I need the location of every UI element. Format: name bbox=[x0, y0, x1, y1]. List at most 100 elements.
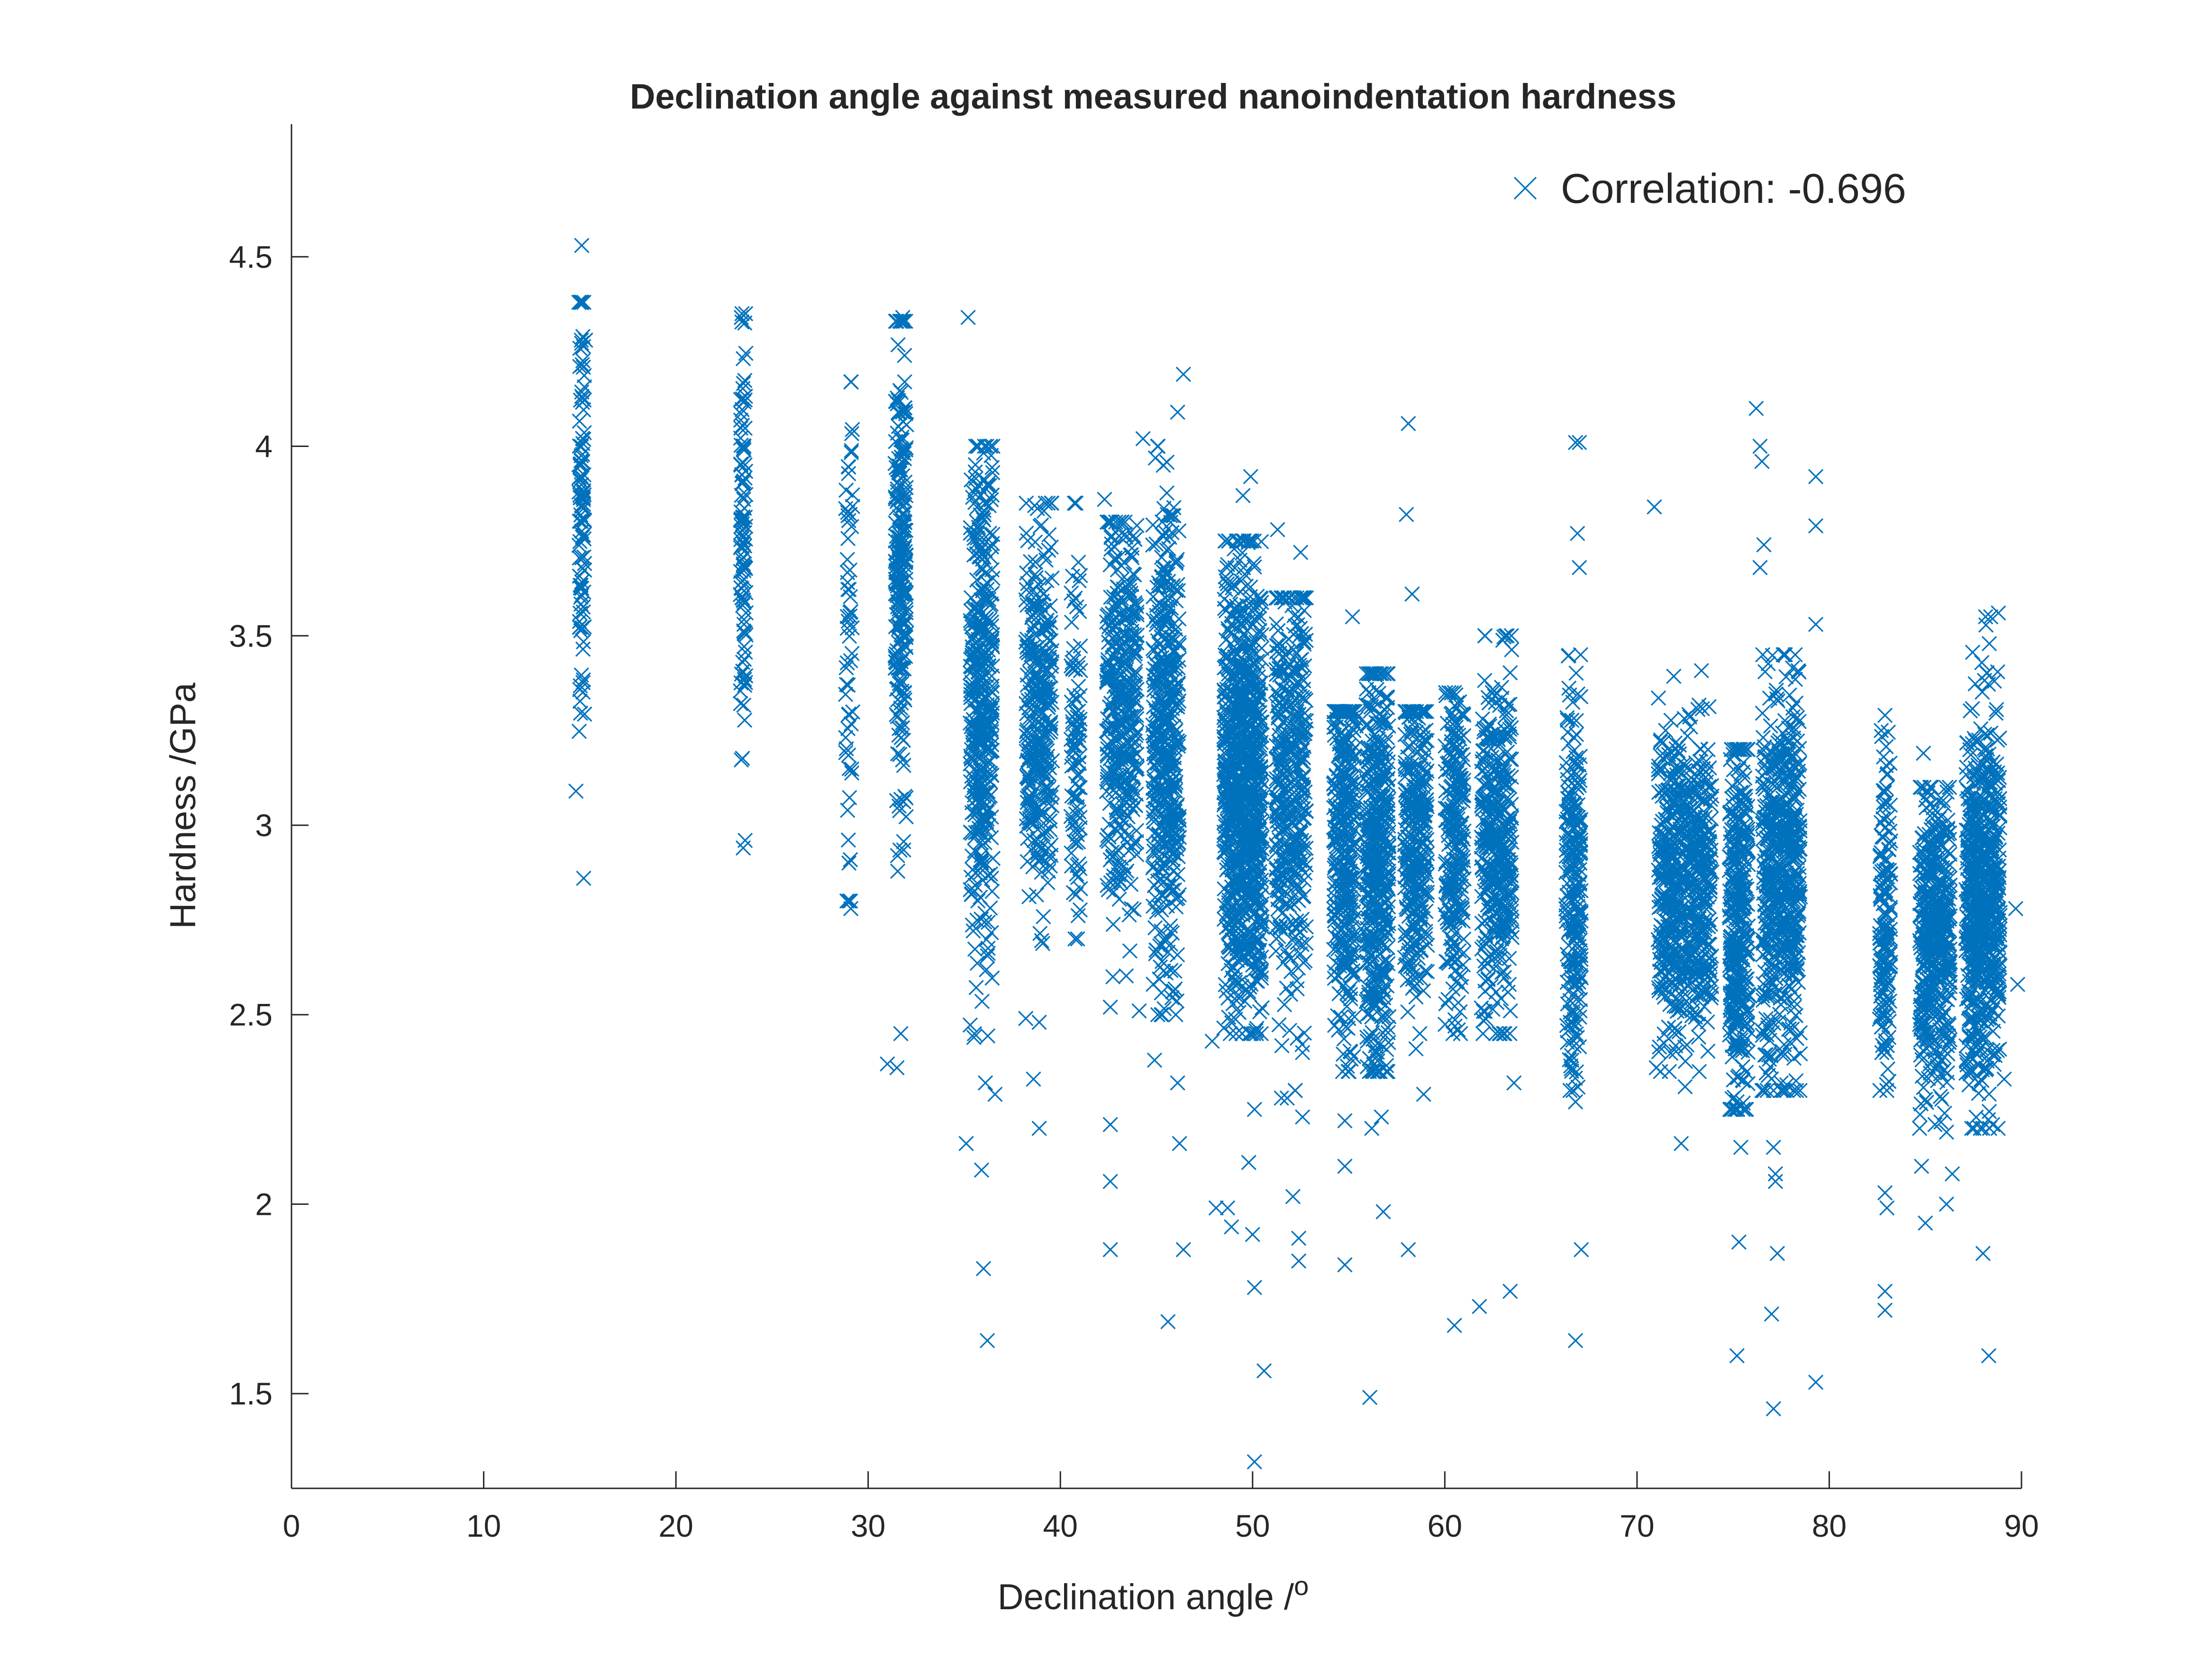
data-point bbox=[1022, 641, 1038, 657]
data-point bbox=[1065, 738, 1082, 754]
data-point bbox=[575, 641, 591, 657]
data-point bbox=[1246, 556, 1262, 572]
data-point bbox=[1107, 552, 1122, 568]
data-point bbox=[978, 608, 994, 623]
data-point bbox=[1027, 566, 1043, 583]
data-point bbox=[976, 445, 992, 461]
data-point bbox=[971, 522, 987, 538]
data-point bbox=[1038, 751, 1054, 767]
data-point bbox=[573, 294, 589, 310]
data-point bbox=[842, 589, 858, 605]
data-point bbox=[841, 761, 857, 776]
data-point bbox=[1029, 723, 1045, 738]
data-point bbox=[893, 313, 909, 329]
data-point bbox=[970, 704, 986, 720]
data-point bbox=[736, 592, 751, 608]
data-point bbox=[1068, 775, 1083, 792]
data-point bbox=[977, 835, 993, 850]
data-point bbox=[1024, 687, 1039, 702]
data-point bbox=[982, 598, 998, 613]
data-point bbox=[981, 818, 997, 834]
data-point bbox=[736, 438, 751, 454]
data-point bbox=[1379, 730, 1395, 746]
data-point bbox=[1475, 1026, 1491, 1041]
data-point bbox=[733, 511, 749, 527]
data-point bbox=[1071, 573, 1087, 589]
data-point bbox=[1068, 662, 1083, 677]
data-point bbox=[1067, 931, 1083, 947]
data-point bbox=[1274, 1038, 1290, 1054]
data-point bbox=[983, 870, 999, 886]
data-point bbox=[1073, 568, 1088, 583]
data-point bbox=[1154, 549, 1169, 565]
data-point bbox=[978, 651, 994, 667]
data-point bbox=[839, 893, 855, 909]
data-point bbox=[1118, 968, 1134, 984]
data-point bbox=[571, 723, 587, 739]
data-point bbox=[572, 693, 588, 709]
data-point bbox=[844, 646, 860, 661]
data-point bbox=[737, 538, 753, 554]
data-point bbox=[738, 519, 754, 534]
data-point bbox=[896, 690, 912, 706]
data-point bbox=[844, 426, 860, 441]
data-point bbox=[734, 467, 750, 483]
data-point bbox=[843, 445, 859, 461]
data-point bbox=[1068, 806, 1084, 822]
data-point bbox=[735, 418, 750, 433]
data-point bbox=[573, 705, 589, 721]
data-point bbox=[1063, 585, 1079, 601]
data-point bbox=[577, 706, 592, 722]
data-point bbox=[897, 684, 912, 701]
data-point bbox=[575, 454, 591, 470]
data-point bbox=[891, 451, 907, 466]
data-point bbox=[980, 478, 996, 494]
data-point bbox=[1025, 582, 1040, 597]
data-point bbox=[985, 438, 1001, 454]
data-point bbox=[888, 393, 903, 409]
data-point bbox=[896, 616, 911, 631]
data-point bbox=[574, 384, 590, 400]
data-point bbox=[970, 681, 986, 697]
data-point bbox=[1031, 656, 1047, 672]
data-point bbox=[572, 413, 587, 429]
data-point bbox=[841, 459, 856, 475]
data-point bbox=[893, 554, 909, 569]
data-point bbox=[1042, 813, 1058, 829]
data-point bbox=[981, 498, 997, 513]
data-point bbox=[574, 388, 590, 404]
data-point bbox=[574, 574, 590, 590]
data-point bbox=[1109, 802, 1125, 818]
data-point bbox=[892, 513, 908, 529]
data-point bbox=[576, 496, 592, 512]
data-point bbox=[895, 660, 910, 676]
data-point bbox=[1120, 828, 1136, 844]
data-point bbox=[844, 443, 859, 458]
data-point bbox=[1065, 568, 1081, 584]
data-point bbox=[1038, 754, 1055, 770]
data-point bbox=[574, 550, 590, 565]
data-point bbox=[892, 405, 908, 420]
data-point bbox=[895, 313, 910, 329]
data-point bbox=[893, 639, 909, 656]
data-point bbox=[839, 620, 855, 636]
data-point bbox=[890, 481, 905, 497]
data-point bbox=[1071, 756, 1087, 771]
data-point bbox=[571, 294, 587, 310]
data-point bbox=[840, 574, 856, 591]
data-point bbox=[1035, 679, 1051, 694]
data-point bbox=[898, 648, 913, 664]
data-point bbox=[1043, 837, 1059, 853]
data-point bbox=[573, 448, 589, 464]
data-point bbox=[1159, 454, 1175, 470]
data-point bbox=[893, 432, 909, 447]
data-point bbox=[737, 677, 753, 693]
data-point bbox=[1034, 864, 1049, 880]
data-point bbox=[967, 464, 983, 480]
data-point bbox=[1290, 935, 1305, 950]
data-point bbox=[845, 421, 860, 438]
data-point bbox=[982, 525, 997, 541]
data-point bbox=[889, 793, 905, 809]
data-point bbox=[1450, 995, 1466, 1011]
data-point bbox=[738, 605, 754, 621]
